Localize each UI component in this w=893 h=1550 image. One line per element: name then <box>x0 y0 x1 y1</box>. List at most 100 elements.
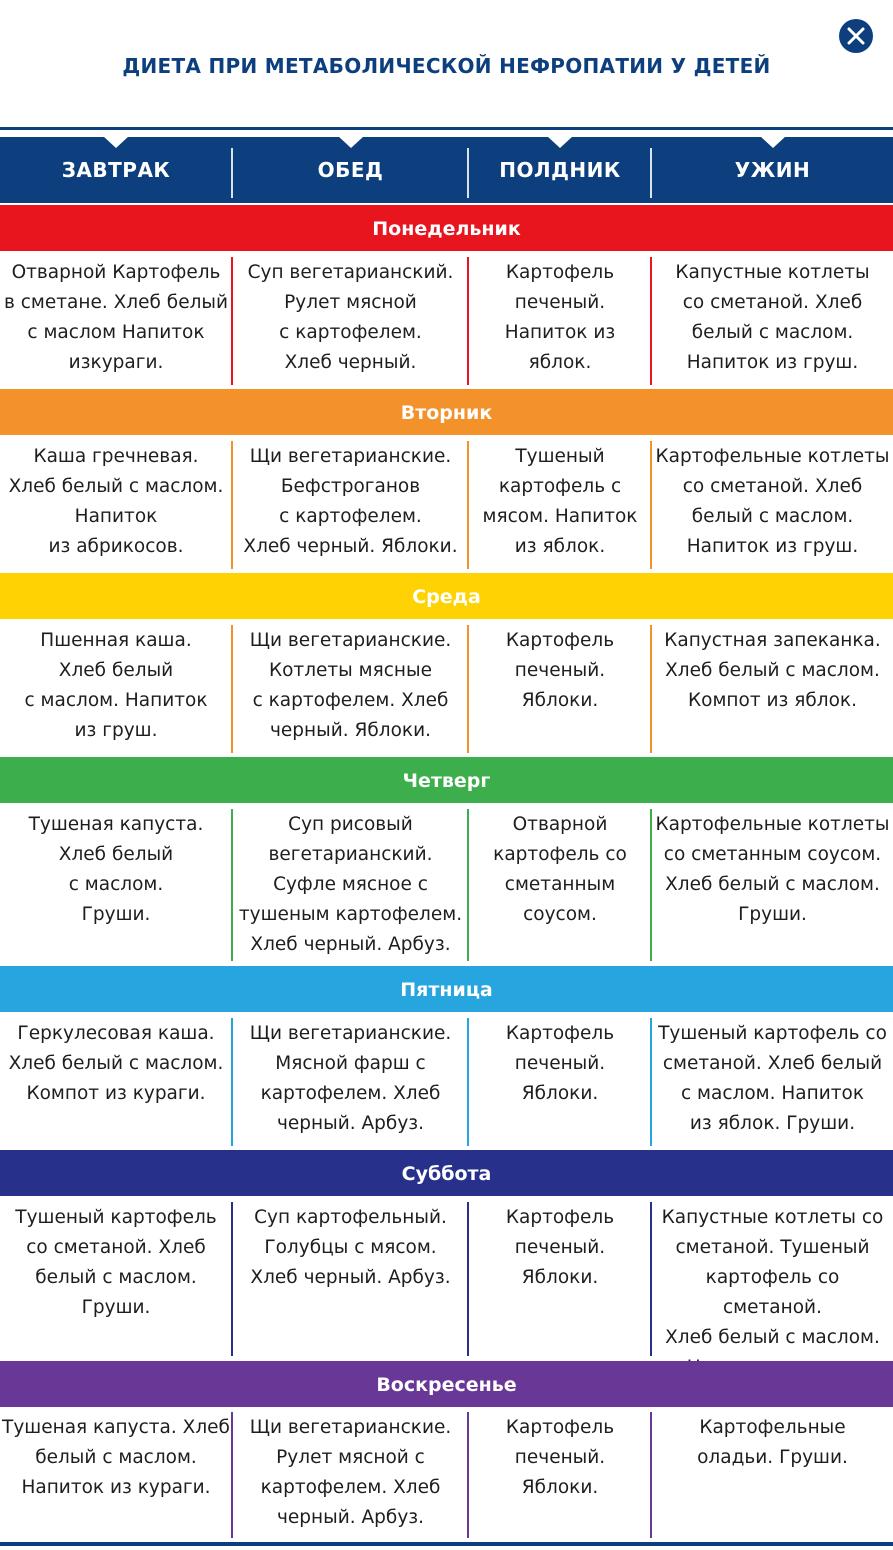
meal-line: белый с маслом. <box>35 1447 197 1468</box>
meal-line: изкураги. <box>68 352 164 373</box>
meal-cell-saturday-dinner: Капустные котлеты со сметаной. Тушеный кар… <box>652 1200 893 1383</box>
row-divider <box>467 809 469 961</box>
row-divider <box>467 1412 469 1538</box>
row-divider <box>231 809 233 961</box>
meal-cell-thursday-breakfast: Тушеная капуста. Хлеб белый с маслом. Груши… <box>0 807 232 930</box>
meal-line: Компот из яблок. <box>688 690 857 711</box>
meal-line: с маслом. Напиток <box>24 690 208 711</box>
meal-line: Суп картофельный. <box>254 1207 447 1228</box>
meal-cell-sunday-breakfast: Тушеная капуста. Хлеб белый с маслом. Напи… <box>0 1410 232 1503</box>
row-divider <box>231 257 233 385</box>
column-header-dinner: УЖИН <box>652 136 893 203</box>
row-divider <box>650 809 652 961</box>
column-header-snack: ПОЛДНИК <box>469 136 651 203</box>
meal-line: Картофель <box>505 1417 615 1438</box>
row-divider <box>231 1018 233 1146</box>
meal-line: Картофельные котлеты <box>655 814 890 835</box>
column-label: ОБЕД <box>317 158 384 182</box>
meal-line: Щи вегетарианские. <box>249 630 452 651</box>
row-divider <box>467 257 469 385</box>
meal-line: Щи вегетарианские. <box>249 446 452 467</box>
meal-line: из абрикосов. <box>48 536 184 557</box>
meal-line: Рулет мясной с <box>276 1447 425 1468</box>
meal-header: ЗАВТРАК ОБЕД ПОЛДНИК УЖИН <box>0 136 893 203</box>
meal-line: Хлеб черный. Арбуз. <box>250 934 451 955</box>
meal-line: Яблоки. <box>521 1083 599 1104</box>
meal-line: мясом. Напиток <box>482 506 638 527</box>
day-label: Пятница <box>400 979 493 1001</box>
column-divider <box>231 148 233 198</box>
close-button[interactable] <box>839 19 873 53</box>
row-divider <box>650 1202 652 1356</box>
day-band-wednesday: Среда <box>0 573 893 619</box>
meal-line: Тушеная капуста. <box>28 814 204 835</box>
meal-line: Отварной Картофель <box>11 262 221 283</box>
meal-cell-thursday-lunch: Суп рисовый вегетарианский. Суфле мясное с… <box>233 807 468 960</box>
meal-line: сметаной. Хлеб белый <box>662 1053 883 1074</box>
meal-line: Груши. <box>81 904 151 925</box>
meal-line: Суфле мясное с <box>273 874 428 895</box>
meal-line: Тушеный <box>515 446 605 467</box>
meal-line: картофелем. Хлеб <box>260 1083 441 1104</box>
meal-line: Картофель <box>505 1207 615 1228</box>
header-top-line <box>0 127 893 130</box>
meal-line: печеный. <box>514 1237 606 1258</box>
meal-line: печеный. <box>514 1447 606 1468</box>
notch-marker <box>759 136 786 148</box>
row-divider <box>650 257 652 385</box>
day-band-sunday: Воскресенье <box>0 1361 893 1407</box>
day-label: Суббота <box>401 1163 492 1185</box>
column-label: УЖИН <box>734 158 811 182</box>
meal-line: яблок. <box>528 352 592 373</box>
row-divider <box>650 625 652 753</box>
meal-line: белый с маслом. <box>35 1267 197 1288</box>
meal-cell-wednesday-dinner: Капустная запеканка. Хлеб белый с маслом.… <box>652 623 893 716</box>
row-divider <box>467 1202 469 1356</box>
meal-cell-friday-lunch: Щи вегетарианские. Мясной фарш с картофеле… <box>233 1016 468 1139</box>
meal-line: Напиток из кураги. <box>21 1477 211 1498</box>
meal-cell-monday-dinner: Капустные котлеты со сметаной. Хлеб белый … <box>652 255 893 378</box>
meal-line: с маслом. <box>68 874 164 895</box>
meal-line: Капустные котлеты со <box>661 1207 884 1228</box>
meal-cell-sunday-dinner: Картофельные оладьи. Груши. <box>652 1410 893 1473</box>
meal-line: Груши. <box>738 904 807 925</box>
notch-marker <box>103 136 129 148</box>
meal-line: Компот из кураги. <box>26 1083 206 1104</box>
meal-line: Котлеты мясные <box>268 660 433 681</box>
page-title: ДИЕТА ПРИ МЕТАБОЛИЧЕСКОЙ НЕФРОПАТИИ У ДЕ… <box>122 54 771 78</box>
row-divider <box>650 441 652 569</box>
meal-line: Голубцы с мясом. <box>264 1237 437 1258</box>
meal-line: Напиток из груш. <box>686 352 859 373</box>
meal-line: картофель с <box>498 476 622 497</box>
row-divider <box>467 1018 469 1146</box>
column-header-lunch: ОБЕД <box>233 136 468 203</box>
meal-line: с маслом Напиток <box>27 322 205 343</box>
meal-line: Каша гречневая. <box>33 446 199 467</box>
meal-line: белый с маслом. <box>691 506 854 527</box>
meal-line: белый с маслом. <box>691 322 854 343</box>
meal-line: сметанным <box>504 874 616 895</box>
meal-line: картофель со <box>493 844 627 865</box>
meal-cell-sunday-lunch: Щи вегетарианские. Рулет мясной с картофел… <box>233 1410 468 1533</box>
meal-cell-monday-snack: Картофель печеный. Напиток из яблок. <box>469 255 651 378</box>
meal-cell-wednesday-lunch: Щи вегетарианские. Котлеты мясные с картоф… <box>233 623 468 746</box>
row-divider <box>467 625 469 753</box>
notch-marker <box>337 136 364 148</box>
row-divider <box>467 441 469 569</box>
meal-line: тушеным картофелем. <box>238 904 463 925</box>
meal-cell-monday-breakfast: Отварной Картофель в сметане. Хлеб белый с… <box>0 255 232 378</box>
meal-cell-tuesday-dinner: Картофельные котлеты со сметаной. Хлеб бел… <box>652 439 893 562</box>
bottom-line <box>0 1542 893 1546</box>
meal-line: Тушеный картофель со <box>658 1023 887 1044</box>
row-divider <box>231 1412 233 1538</box>
meal-line: печеный. <box>514 660 606 681</box>
meal-cell-friday-snack: Картофель печеный. Яблоки. <box>469 1016 651 1109</box>
meal-line: Бефстроганов <box>280 476 421 497</box>
day-label: Четверг <box>402 770 491 792</box>
meal-cell-tuesday-breakfast: Каша гречневая. Хлеб белый с маслом. Напит… <box>0 439 232 562</box>
meal-line: черный. Яблоки. <box>269 720 432 741</box>
meal-line: со сметаной. Хлеб <box>682 476 863 497</box>
day-band-tuesday: Вторник <box>0 389 893 435</box>
meal-line: Картофель <box>505 1023 615 1044</box>
row-divider <box>231 1202 233 1356</box>
